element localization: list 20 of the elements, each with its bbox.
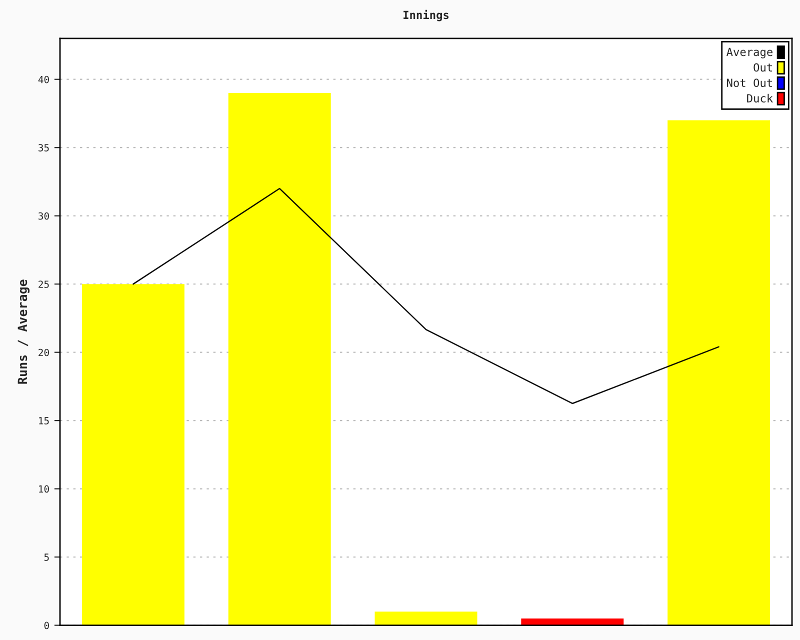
- y-tick-label: 15: [39, 417, 49, 424]
- chart-title: Innings: [404, 10, 449, 22]
- legend-label: Out: [754, 63, 772, 72]
- y-tick-label: 35: [38, 144, 49, 152]
- bar: [82, 284, 184, 626]
- y-tick-label: 30: [38, 212, 49, 220]
- y-tick-label: 0: [44, 622, 49, 630]
- legend-label: Not Out: [727, 78, 772, 88]
- y-tick-label: 5: [44, 554, 49, 561]
- line-series: [132, 188, 720, 404]
- bar: [228, 92, 331, 626]
- y-tick-label: 25: [38, 280, 49, 288]
- legend-label: Duck: [747, 94, 773, 102]
- y-axis-title: Runs / Average: [18, 280, 30, 384]
- y-tick-label: 10: [39, 485, 49, 493]
- bar: [668, 120, 770, 626]
- y-tick-label: 40: [38, 76, 49, 84]
- y-tick-label: 20: [38, 348, 49, 356]
- bar: [374, 612, 478, 626]
- legend-label: Average: [726, 48, 772, 58]
